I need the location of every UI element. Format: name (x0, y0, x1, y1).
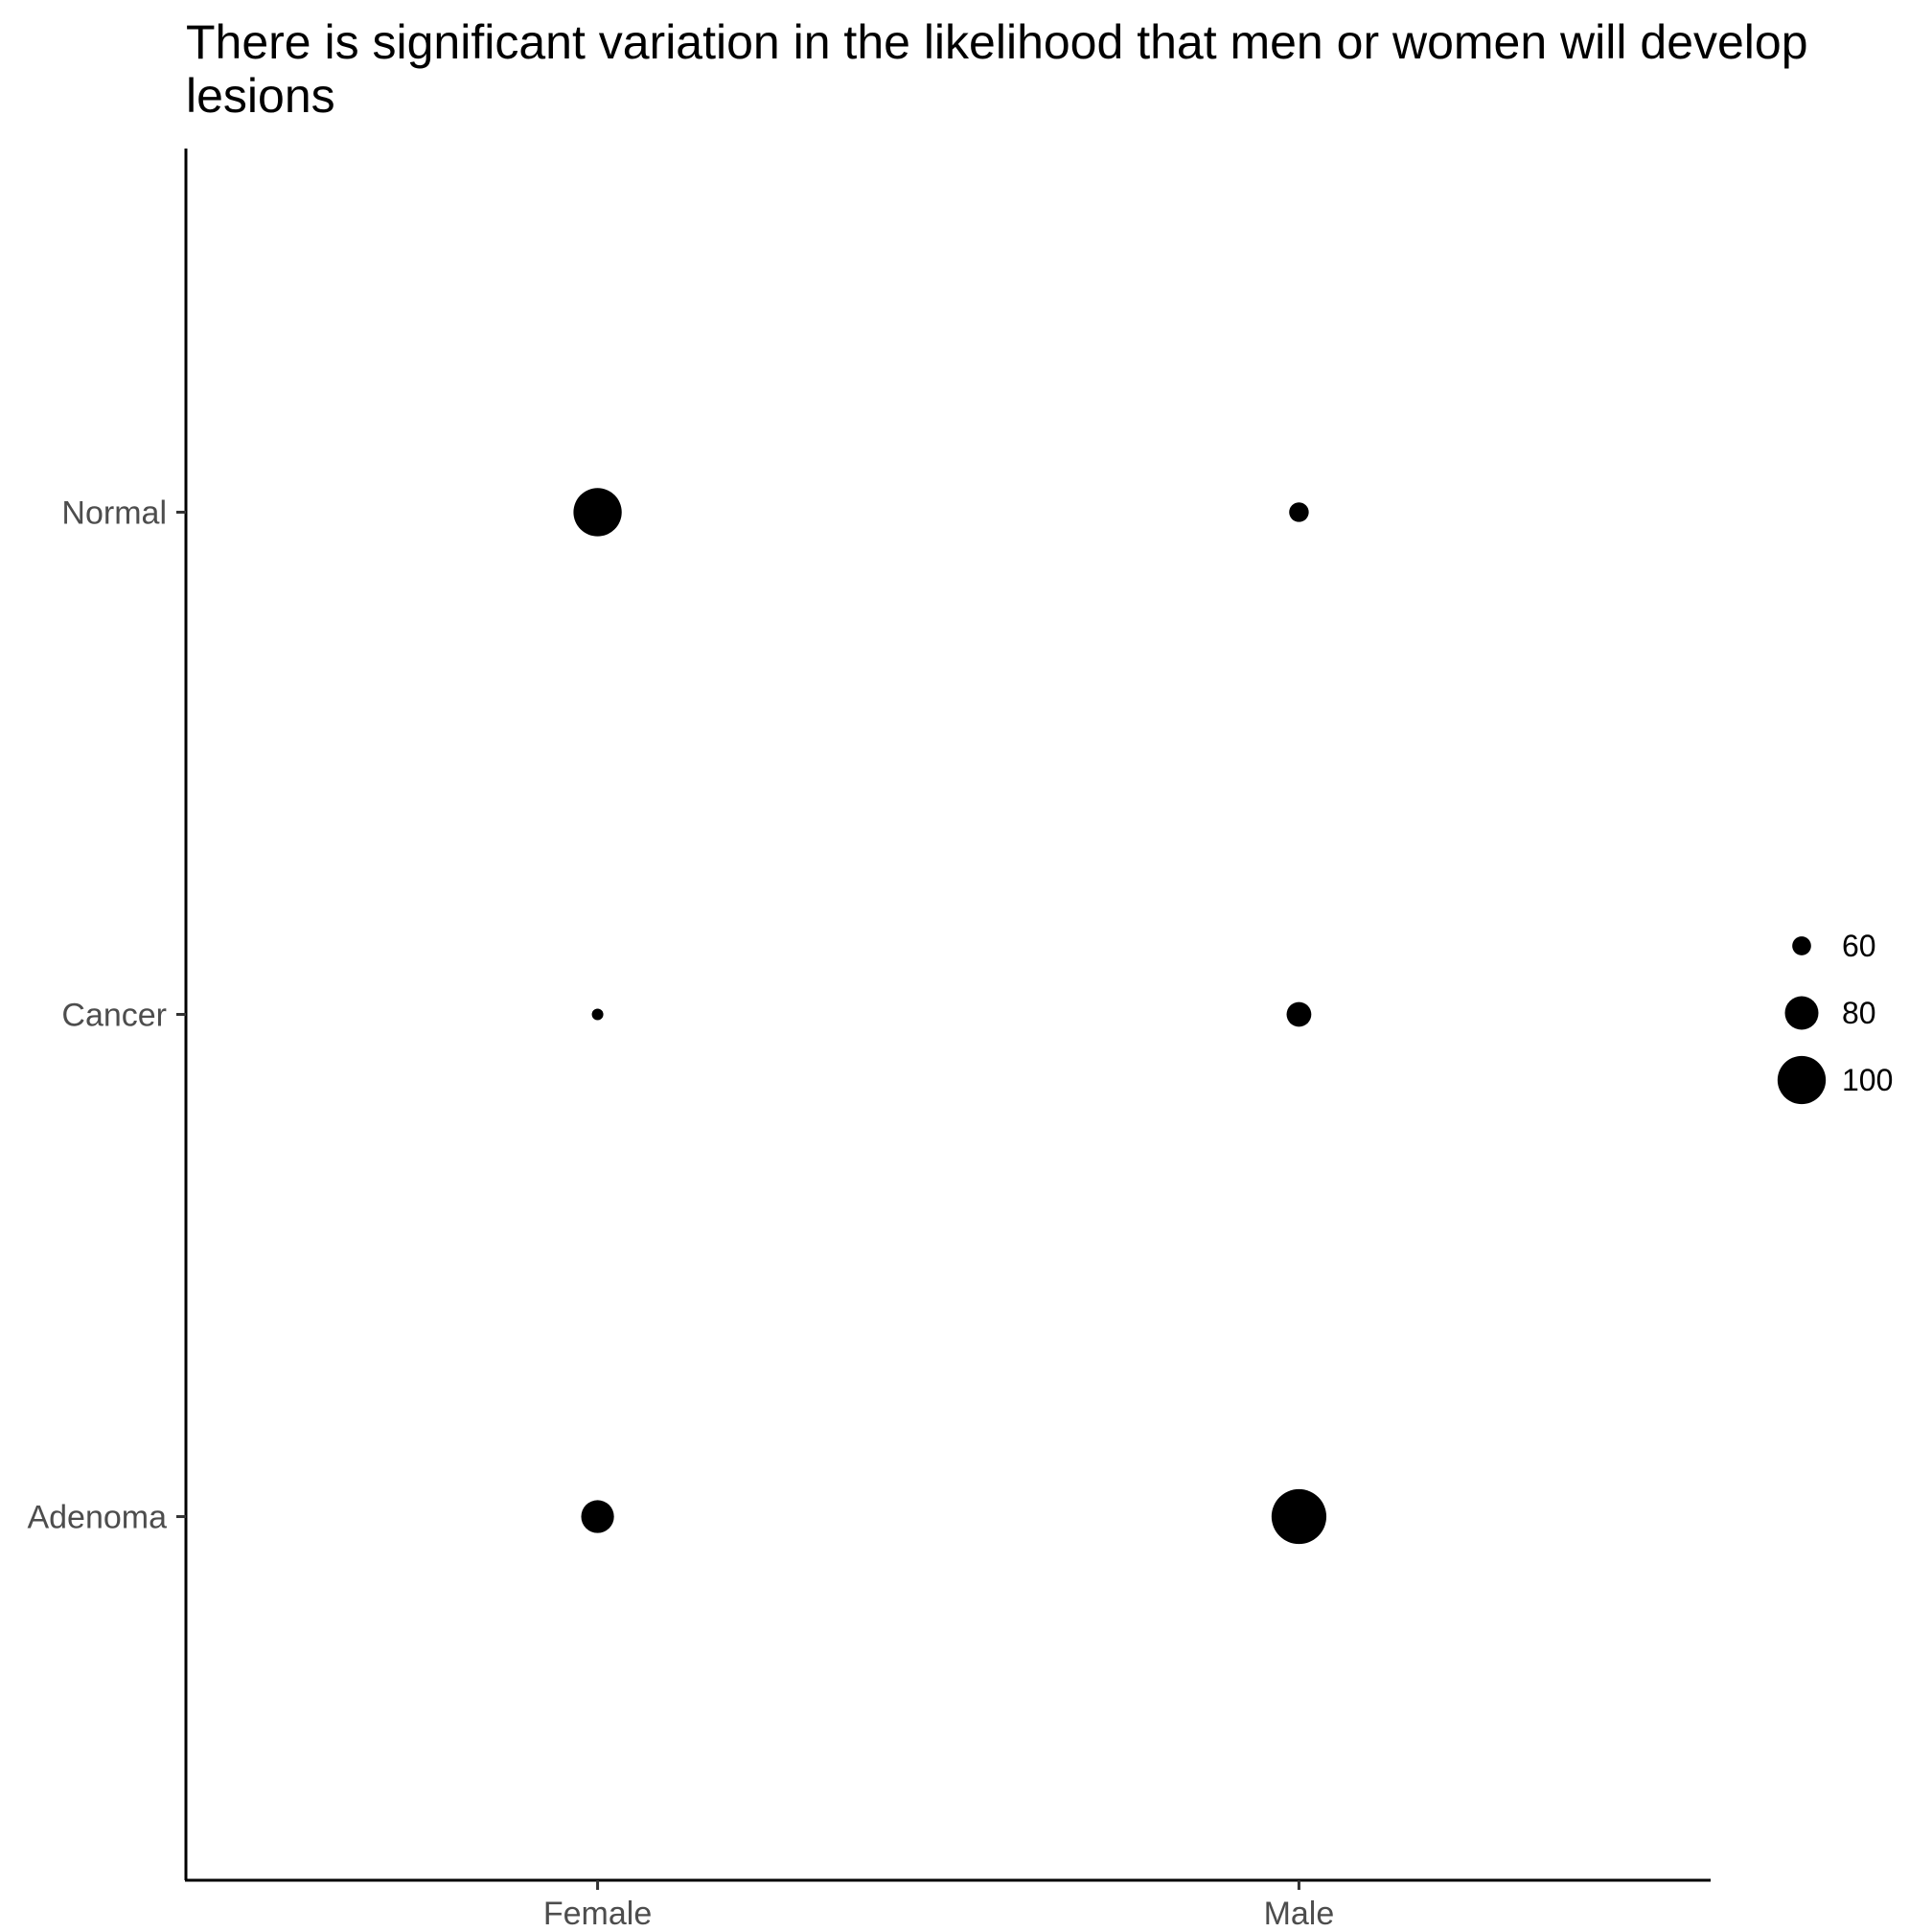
x-axis-ticks: Female Male (543, 1880, 1334, 1932)
y-axis-ticks: Adenoma Cancer Normal (27, 494, 186, 1536)
data-point (1271, 1488, 1327, 1545)
data-point (1289, 502, 1309, 522)
legend-key-circle (1792, 936, 1811, 955)
legend-label: 60 (1842, 929, 1876, 963)
data-point (1286, 1001, 1312, 1027)
chart-title: There is significant variation in the li… (186, 15, 1808, 123)
legend-key-circle (1777, 1055, 1827, 1105)
y-tick-label: Adenoma (27, 1500, 167, 1536)
legend-label: 100 (1842, 1063, 1893, 1097)
data-points (573, 488, 1327, 1545)
y-tick-label: Normal (61, 494, 167, 531)
legend-key-circle (1784, 996, 1819, 1030)
data-point (581, 1500, 614, 1533)
size-legend: 60 80 100 (1777, 929, 1893, 1105)
x-tick-label: Female (543, 1896, 652, 1932)
data-point (573, 488, 622, 537)
axes (184, 149, 1711, 1882)
y-tick-label: Cancer (61, 998, 167, 1034)
data-point (591, 1008, 604, 1021)
legend-label: 80 (1842, 996, 1876, 1030)
x-tick-label: Male (1264, 1896, 1335, 1932)
